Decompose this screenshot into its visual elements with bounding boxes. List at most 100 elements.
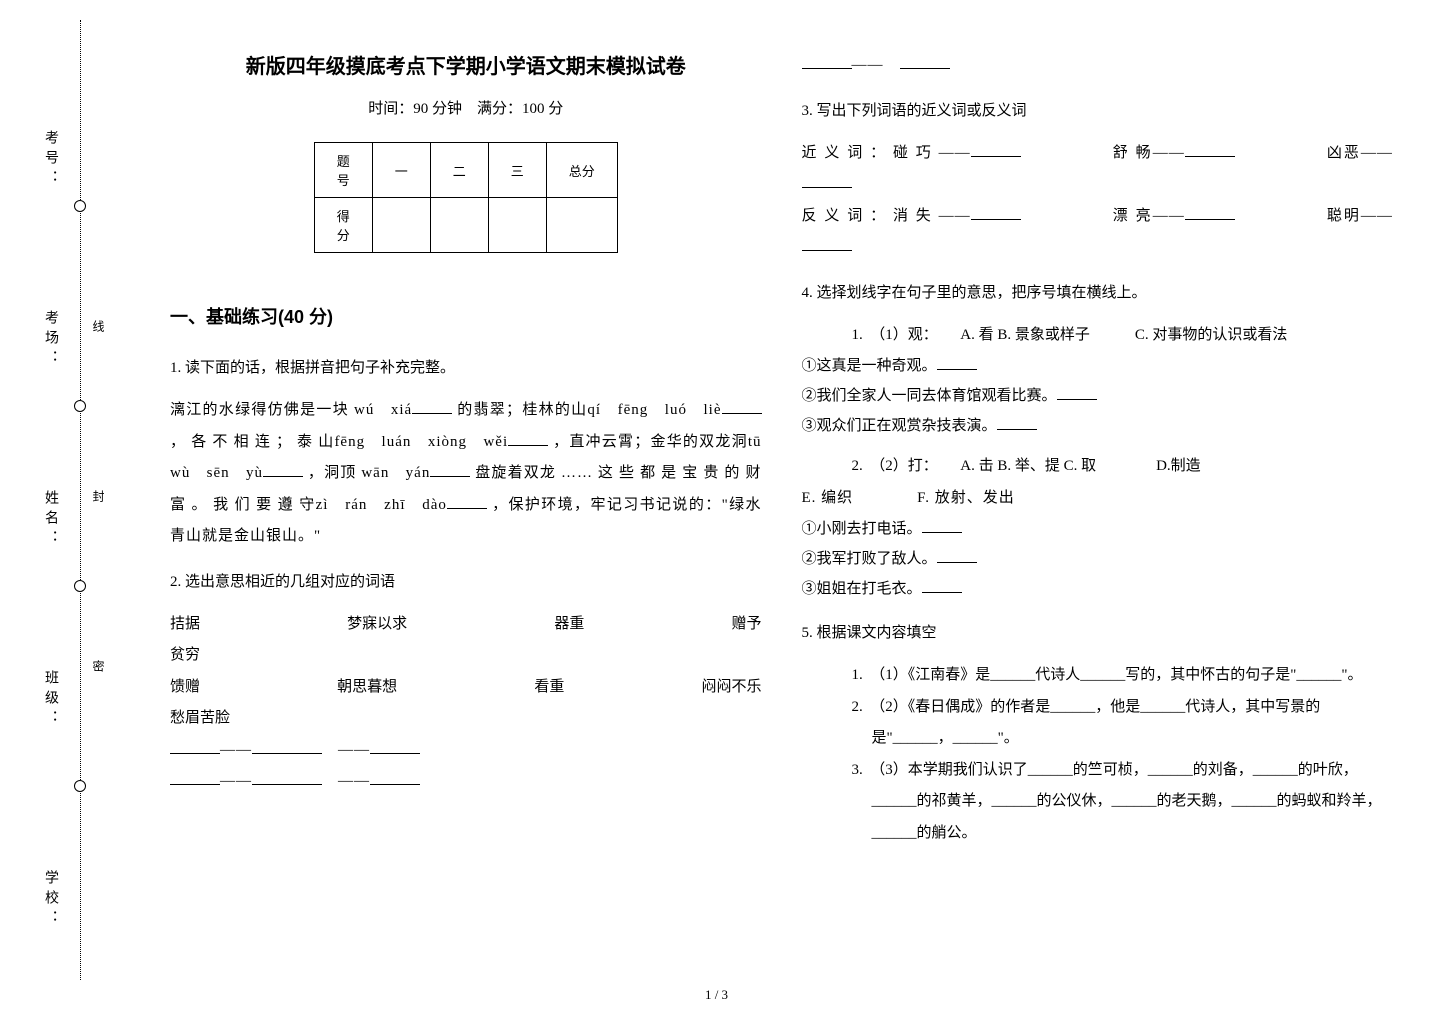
word: 赠予 xyxy=(731,609,761,641)
section-heading: 一、基础练习(40 分) xyxy=(170,303,762,329)
table-row: 得分 xyxy=(314,198,617,253)
blank xyxy=(722,399,762,414)
page-number: 1 / 3 xyxy=(705,987,728,1003)
blank xyxy=(1185,205,1235,220)
blank xyxy=(971,142,1021,157)
item: 消 失 —— xyxy=(893,208,971,224)
text: 漓江的水绿得仿佛是一块 wú xiá xyxy=(170,402,412,418)
blank xyxy=(412,399,452,414)
circle-mark xyxy=(74,400,86,412)
q1-body: 漓江的水绿得仿佛是一块 wú xiá 的翡翠；桂林的山qí fēng luó l… xyxy=(170,395,762,553)
q5-item: 1. （1）《江南春》是______代诗人______写的，其中怀古的句子是"_… xyxy=(872,660,1394,692)
label-room: 考场： xyxy=(40,310,60,370)
seal-line-text: 密 xyxy=(90,660,107,702)
exam-title: 新版四年级摸底考点下学期小学语文期末模拟试卷 xyxy=(170,50,762,79)
cell xyxy=(546,198,617,253)
blank xyxy=(508,431,548,446)
q2-overflow: —— xyxy=(802,50,1394,82)
cell: 总分 xyxy=(546,143,617,198)
seal-line-text: 线 xyxy=(90,320,107,362)
text: ③姐姐在打毛衣。 xyxy=(802,581,922,597)
q2-answer-lines: —— —— —— —— xyxy=(170,735,762,798)
item-head: 1. （1）观： A. 看 B. 景象或样子 C. 对事物的认识或看法 xyxy=(872,320,1394,352)
q2-heading: 2. 选出意思相近的几组对应的词语 xyxy=(170,567,762,597)
q4-line: ①这真是一种奇观。 xyxy=(802,351,1394,381)
q3-opp: 反 义 词 ： 消 失 —— 漂 亮—— 聪明—— xyxy=(802,201,1394,264)
right-column: —— 3. 写出下列词语的近义词或反义词 近 义 词 ： 碰 巧 —— 舒 畅—… xyxy=(802,50,1394,981)
cell: 三 xyxy=(488,143,546,198)
q5-list: 1. （1）《江南春》是______代诗人______写的，其中怀古的句子是"_… xyxy=(852,660,1394,849)
blank xyxy=(922,518,962,533)
blank xyxy=(937,355,977,370)
seal-line-text: 封 xyxy=(90,490,107,532)
text: ①小刚去打电话。 xyxy=(802,521,922,537)
cell: 题号 xyxy=(314,143,372,198)
circle-mark xyxy=(74,200,86,212)
circle-mark xyxy=(74,580,86,592)
q2-row: 拮据 梦寐以求 器重 赠予 xyxy=(170,609,762,641)
blank xyxy=(370,770,420,785)
label-class: 班级： xyxy=(40,670,60,730)
item: 舒 畅—— xyxy=(1113,145,1185,161)
q2-row: 馈赠 朝思暮想 看重 闷闷不乐 xyxy=(170,672,762,704)
left-column: 新版四年级摸底考点下学期小学语文期末模拟试卷 时间：90 分钟 满分：100 分… xyxy=(170,50,762,981)
item-head: 2. （2）打： A. 击 B. 举、提 C. 取 D.制造 xyxy=(872,451,1394,483)
q2-row: 贫穷 xyxy=(170,640,762,672)
q1-heading: 1. 读下面的话，根据拼音把句子补充完整。 xyxy=(170,353,762,383)
blank xyxy=(802,173,852,188)
word: 拮据 xyxy=(170,609,200,641)
blank xyxy=(1057,385,1097,400)
q4-item2: 2. （2）打： A. 击 B. 举、提 C. 取 D.制造 xyxy=(852,451,1394,483)
circle-mark xyxy=(74,780,86,792)
cell xyxy=(372,198,430,253)
item: 漂 亮—— xyxy=(1113,208,1185,224)
text: ，洞顶 wān yán xyxy=(308,465,430,481)
blank xyxy=(1185,142,1235,157)
text: ， 各 不 相 连 ； 泰 山fēng luán xiòng wěi xyxy=(170,434,508,450)
blank xyxy=(370,739,420,754)
label-name: 姓名： xyxy=(40,490,60,550)
word: 看重 xyxy=(534,672,564,704)
word: 梦寐以求 xyxy=(347,609,407,641)
text: ①这真是一种奇观。 xyxy=(802,358,937,374)
label: 反 义 词 ： xyxy=(802,208,888,224)
blank xyxy=(263,462,303,477)
item: 碰 巧 —— xyxy=(893,145,971,161)
label: 近 义 词 ： xyxy=(802,145,888,161)
text: ②我军打败了敌人。 xyxy=(802,551,937,567)
cell xyxy=(430,198,488,253)
blank xyxy=(430,462,470,477)
word: 闷闷不乐 xyxy=(701,672,761,704)
blank xyxy=(900,54,950,69)
cell: 二 xyxy=(430,143,488,198)
blank xyxy=(252,739,322,754)
q4-line: ③姐姐在打毛衣。 xyxy=(802,574,1394,604)
item: 凶恶—— xyxy=(1327,145,1393,161)
label-examno: 考号： xyxy=(40,130,60,190)
word: 朝思暮想 xyxy=(337,672,397,704)
q4-line: ②我军打败了敌人。 xyxy=(802,544,1394,574)
q4-line: ②我们全家人一同去体育馆观看比赛。 xyxy=(802,381,1394,411)
word: 愁眉苦脸 xyxy=(170,703,230,735)
blank xyxy=(971,205,1021,220)
q5-heading: 5. 根据课文内容填空 xyxy=(802,618,1394,648)
q4-heading: 4. 选择划线字在句子里的意思，把序号填在横线上。 xyxy=(802,278,1394,308)
blank xyxy=(802,236,852,251)
word: 贫穷 xyxy=(170,640,200,672)
q4-item2-sub: E. 编织 F. 放射、发出 xyxy=(802,483,1394,515)
cell: 一 xyxy=(372,143,430,198)
binding-margin: 考号： 考场： 姓名： 班级： 学校： 线 封 密 xyxy=(0,0,150,1011)
q3-heading: 3. 写出下列词语的近义词或反义词 xyxy=(802,96,1394,126)
blank xyxy=(922,578,962,593)
text: ②我们全家人一同去体育馆观看比赛。 xyxy=(802,388,1057,404)
text: 的翡翠；桂林的山qí fēng luó liè xyxy=(457,402,721,418)
q4-item1: 1. （1）观： A. 看 B. 景象或样子 C. 对事物的认识或看法 xyxy=(852,320,1394,352)
exam-subtitle: 时间：90 分钟 满分：100 分 xyxy=(170,97,762,118)
content-columns: 新版四年级摸底考点下学期小学语文期末模拟试卷 时间：90 分钟 满分：100 分… xyxy=(170,50,1393,981)
blank xyxy=(447,494,487,509)
table-row: 题号 一 二 三 总分 xyxy=(314,143,617,198)
q2-row: 愁眉苦脸 xyxy=(170,703,762,735)
cut-line xyxy=(80,20,81,980)
label-school: 学校： xyxy=(40,870,60,930)
blank xyxy=(252,770,322,785)
